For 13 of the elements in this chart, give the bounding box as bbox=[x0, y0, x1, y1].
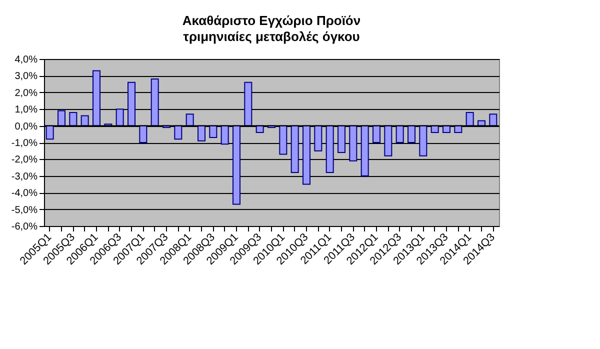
y-tick-label: -2,0% bbox=[11, 154, 38, 166]
y-tick-label: -1,0% bbox=[11, 138, 38, 149]
y-tick-label: 2,0% bbox=[14, 88, 38, 99]
y-tick-label: -6,0% bbox=[11, 222, 38, 232]
chart-title: Ακαθάριστο Εγχώριο Προϊόν bbox=[182, 13, 361, 28]
y-tick-label: -5,0% bbox=[11, 204, 38, 216]
chart-subtitle: τριμηνιαίες μεταβολές όγκου bbox=[183, 29, 360, 44]
y-tick-label: 4,0% bbox=[14, 54, 38, 66]
y-tick-label: 1,0% bbox=[14, 104, 38, 116]
y-tick-label: -4,0% bbox=[11, 188, 38, 200]
y-tick-label: 3,0% bbox=[14, 71, 38, 82]
y-tick-label: 0,0% bbox=[14, 121, 38, 132]
y-tick-label: -3,0% bbox=[11, 171, 38, 182]
